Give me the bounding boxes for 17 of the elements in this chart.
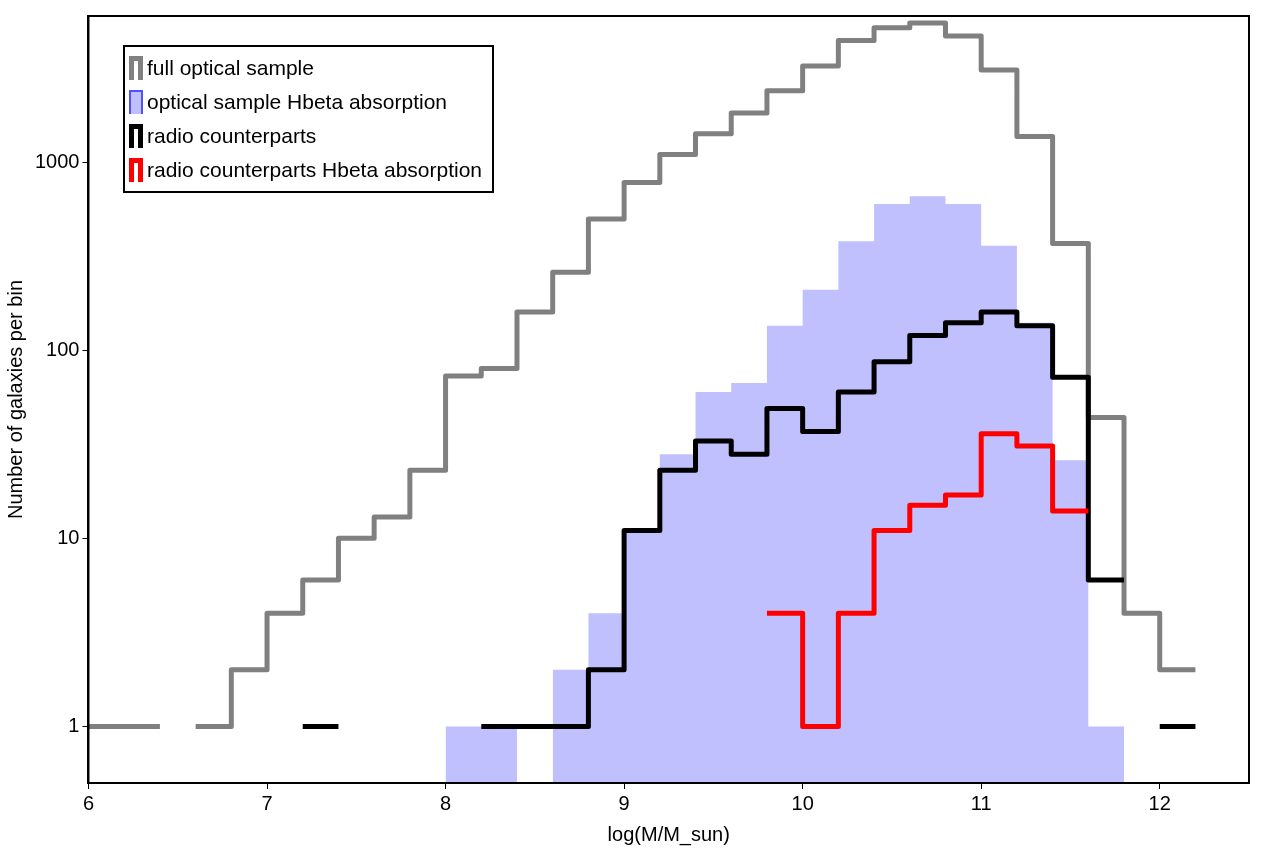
- y-tick-label: 1000: [34, 149, 80, 172]
- x-tick-label: 9: [618, 791, 630, 814]
- legend-label: radio counterparts: [147, 123, 317, 149]
- legend-label: radio counterparts Hbeta absorption: [147, 157, 483, 183]
- x-tick-label: 12: [1148, 791, 1171, 814]
- x-tick-label: 6: [82, 791, 95, 814]
- x-tick-label: 8: [440, 791, 452, 814]
- x-tick-label: 7: [261, 791, 273, 814]
- x-tick-label: 10: [791, 791, 814, 814]
- y-axis-title: Number of galaxies per bin: [3, 279, 26, 520]
- legend-label: full optical sample: [147, 55, 314, 81]
- legend-label: optical sample Hbeta absorption: [147, 89, 448, 115]
- x-axis-title: log(M/M_sun): [607, 822, 730, 846]
- y-tick-label: 10: [57, 525, 80, 548]
- y-tick-label: 100: [46, 337, 80, 360]
- x-tick-label: 11: [970, 791, 992, 814]
- y-tick-label: 1: [68, 713, 80, 736]
